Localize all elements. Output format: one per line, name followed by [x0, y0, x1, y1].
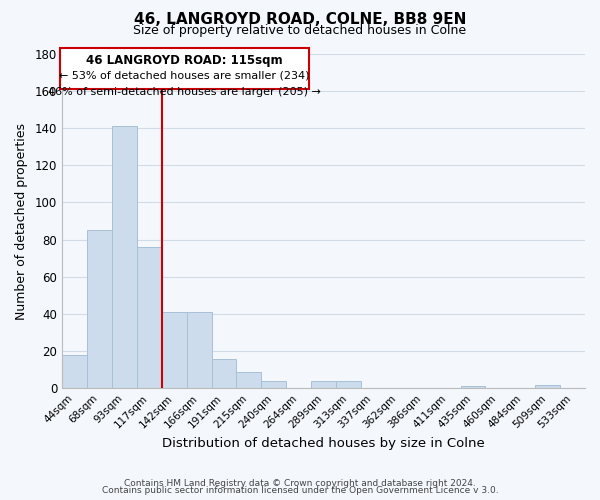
Bar: [336, 381, 361, 388]
Bar: [112, 126, 137, 388]
Bar: [461, 386, 485, 388]
Text: 46% of semi-detached houses are larger (205) →: 46% of semi-detached houses are larger (…: [48, 88, 321, 98]
Y-axis label: Number of detached properties: Number of detached properties: [15, 122, 28, 320]
Bar: [262, 381, 286, 388]
Bar: [187, 312, 212, 388]
Bar: [311, 381, 336, 388]
Bar: [212, 358, 236, 388]
Text: 46, LANGROYD ROAD, COLNE, BB8 9EN: 46, LANGROYD ROAD, COLNE, BB8 9EN: [134, 12, 466, 28]
Bar: [162, 312, 187, 388]
Text: 46 LANGROYD ROAD: 115sqm: 46 LANGROYD ROAD: 115sqm: [86, 54, 283, 67]
Text: Contains HM Land Registry data © Crown copyright and database right 2024.: Contains HM Land Registry data © Crown c…: [124, 478, 476, 488]
Bar: [236, 372, 262, 388]
Bar: [137, 247, 162, 388]
Bar: [87, 230, 112, 388]
Bar: [535, 384, 560, 388]
FancyBboxPatch shape: [60, 48, 309, 89]
Text: ← 53% of detached houses are smaller (234): ← 53% of detached houses are smaller (23…: [59, 70, 310, 81]
Text: Size of property relative to detached houses in Colne: Size of property relative to detached ho…: [133, 24, 467, 37]
Text: Contains public sector information licensed under the Open Government Licence v : Contains public sector information licen…: [101, 486, 499, 495]
X-axis label: Distribution of detached houses by size in Colne: Distribution of detached houses by size …: [162, 437, 485, 450]
Bar: [62, 355, 87, 388]
